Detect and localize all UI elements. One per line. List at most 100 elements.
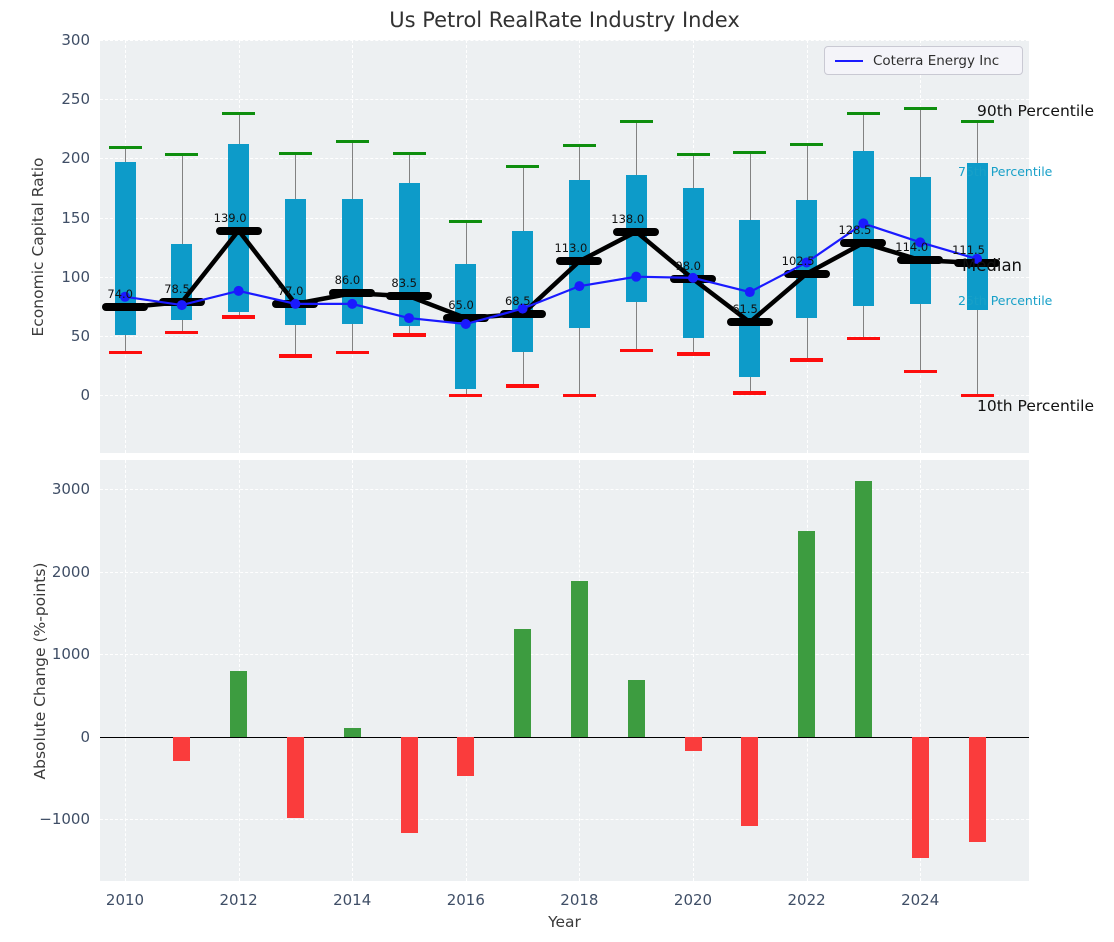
annotation-25th-percentile: 25th Percentile	[958, 293, 1052, 308]
median-value-label: 77.0	[243, 284, 303, 298]
y-tick-label: 50	[30, 327, 90, 345]
median-dash	[329, 289, 375, 297]
boxplot-box	[342, 199, 363, 324]
y-tick-label: 300	[30, 31, 90, 49]
median-value-label: 68.5	[471, 294, 531, 308]
bar-positive	[230, 671, 247, 737]
x-tick-label: 2024	[890, 891, 950, 909]
bar-negative	[685, 737, 702, 751]
gridline	[693, 460, 694, 881]
bar-negative	[457, 737, 474, 777]
x-tick-label: 2018	[549, 891, 609, 909]
gridline	[352, 460, 353, 881]
boxplot-box	[739, 220, 760, 377]
annotation-90th-percentile: 90th Percentile	[977, 102, 1094, 120]
gridline	[125, 460, 126, 881]
y-tick-label: −1000	[30, 810, 90, 828]
bar-positive	[855, 481, 872, 737]
p10-cap	[677, 352, 710, 356]
median-dash	[216, 227, 262, 235]
bar-negative	[741, 737, 758, 826]
bar-positive	[571, 581, 588, 737]
x-tick-label: 2016	[436, 891, 496, 909]
p90-cap	[506, 165, 539, 168]
median-value-label: 65.0	[414, 298, 474, 312]
legend-line-sample	[835, 60, 863, 62]
p90-cap	[449, 220, 482, 223]
x-tick-label: 2020	[663, 891, 723, 909]
chart-title: Us Petrol RealRate Industry Index	[100, 8, 1029, 32]
median-dash	[159, 298, 205, 306]
p10-cap	[847, 337, 880, 341]
p90-cap	[279, 152, 312, 155]
p10-cap	[506, 384, 539, 388]
p90-cap	[847, 112, 880, 115]
median-dash	[613, 228, 659, 236]
y-tick-label: 250	[30, 90, 90, 108]
bar-negative	[969, 737, 986, 842]
p10-cap	[790, 358, 823, 362]
median-dash	[102, 303, 148, 311]
annotation-10th-percentile: 10th Percentile	[977, 397, 1094, 415]
x-axis-label: Year	[100, 913, 1029, 931]
bar-positive	[628, 680, 645, 737]
p90-cap	[790, 143, 823, 146]
figure: Us Petrol RealRate Industry Index Econom…	[0, 0, 1114, 942]
median-value-label: 74.0	[73, 287, 133, 301]
p90-cap	[904, 107, 937, 110]
p90-cap	[165, 153, 198, 156]
median-value-label: 61.5	[698, 302, 758, 316]
p10-cap	[620, 349, 653, 353]
y-tick-label: 1000	[30, 645, 90, 663]
median-dash	[500, 310, 546, 318]
median-value-label: 78.5	[130, 282, 190, 296]
p90-cap	[109, 146, 142, 149]
p90-cap	[336, 140, 369, 143]
bar-negative	[173, 737, 190, 762]
median-value-label: 113.0	[527, 241, 587, 255]
annotation-median: Median	[962, 256, 1022, 275]
median-dash	[784, 270, 830, 278]
p10-cap	[279, 354, 312, 358]
median-value-label: 114.0	[868, 240, 928, 254]
bar-negative	[912, 737, 929, 858]
median-value-label: 86.0	[300, 273, 360, 287]
bar-positive	[514, 629, 531, 736]
p90-cap	[677, 153, 710, 156]
y-tick-label: 100	[30, 268, 90, 286]
y-tick-label: 200	[30, 149, 90, 167]
median-dash	[443, 314, 489, 322]
p90-cap	[961, 120, 994, 123]
bar-negative	[401, 737, 418, 834]
p90-cap	[563, 144, 596, 147]
gridline	[466, 460, 467, 881]
p10-cap	[165, 331, 198, 335]
annotation-75th-percentile: 75th Percentile	[958, 164, 1052, 179]
median-dash	[556, 257, 602, 265]
median-value-label: 111.5	[925, 243, 985, 257]
y-tick-label: 0	[30, 386, 90, 404]
x-tick-label: 2014	[322, 891, 382, 909]
x-tick-label: 2010	[95, 891, 155, 909]
p90-cap	[222, 112, 255, 115]
median-value-label: 128.5	[811, 223, 871, 237]
p10-cap	[109, 351, 142, 355]
x-tick-label: 2012	[209, 891, 269, 909]
p10-cap	[336, 351, 369, 355]
bar-positive	[344, 728, 361, 736]
top-y-axis-label: Economic Capital Ratio	[29, 137, 47, 357]
p90-cap	[620, 120, 653, 123]
median-value-label: 102.5	[755, 254, 815, 268]
median-value-label: 139.0	[187, 211, 247, 225]
median-value-label: 98.0	[641, 259, 701, 273]
y-tick-label: 2000	[30, 563, 90, 581]
boxplot-box	[626, 175, 647, 302]
p10-cap	[563, 394, 596, 398]
y-tick-label: 150	[30, 209, 90, 227]
p10-cap	[904, 370, 937, 374]
boxplot-box	[967, 163, 988, 310]
p90-cap	[393, 152, 426, 155]
p10-cap	[393, 333, 426, 337]
boxplot-box	[455, 264, 476, 389]
bar-positive	[798, 531, 815, 737]
